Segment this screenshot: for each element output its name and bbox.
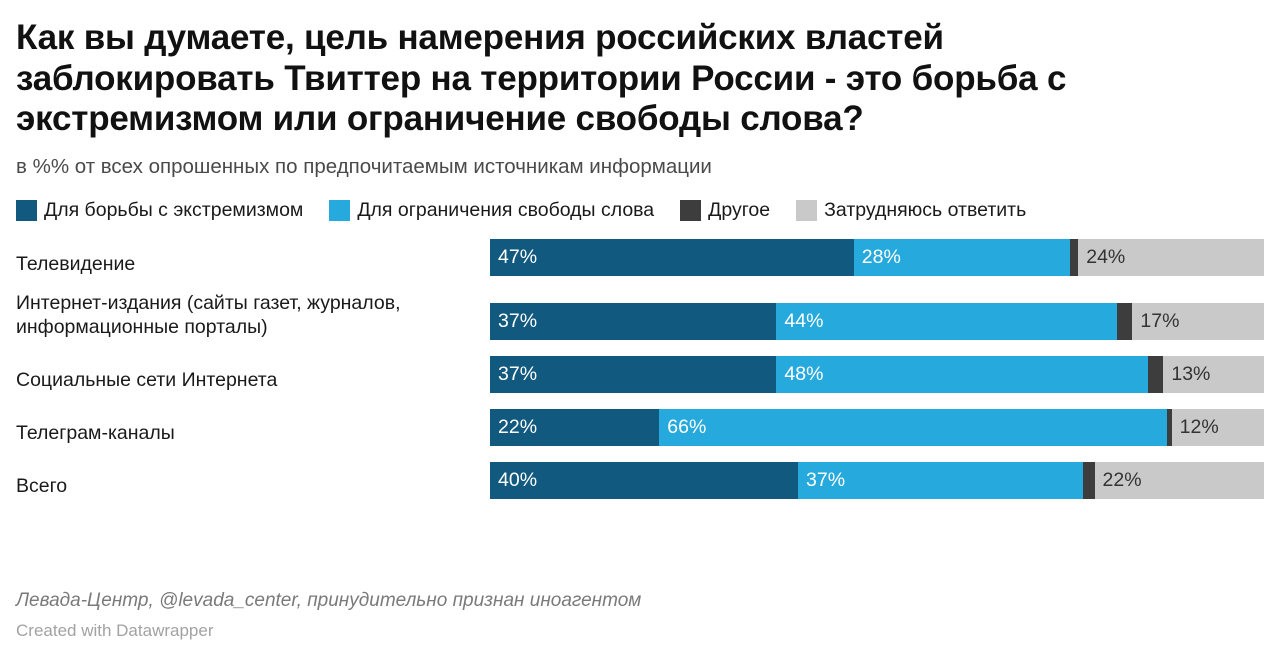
legend-item[interactable]: Для борьбы с экстремизмом [16, 199, 304, 222]
bar-segment-value: 28% [861, 246, 901, 269]
datawrapper-credit: Created with Datawrapper [16, 620, 214, 640]
bar-segment[interactable] [1116, 302, 1133, 340]
bar-segment-value: 13% [1171, 362, 1211, 385]
chart-plot-area: Телевидение 47% 28% 24% Интернет-издания (са… [16, 239, 1264, 499]
bar-track: 47% 28% 24% [490, 239, 1264, 277]
legend-item[interactable]: Для ограничения свободы слова [329, 199, 655, 222]
bar-segment[interactable] [1167, 408, 1172, 446]
bar-segment-value: 12% [1179, 415, 1219, 438]
bar-segment-value: 66% [667, 415, 707, 438]
bar-row: Всего 40% 37% 22% [16, 461, 1264, 499]
bar-segment-value: 40% [498, 468, 538, 491]
legend-swatch-icon [16, 200, 37, 222]
legend-swatch-icon [680, 200, 702, 222]
bar-segment-value: 24% [1086, 246, 1126, 269]
bar-segment[interactable] [1070, 239, 1079, 277]
bar-segment-value: 47% [498, 246, 538, 269]
bar-row: Телеграм-каналы 22% 66% 12% [16, 408, 1264, 446]
legend-item[interactable]: Другое [680, 199, 771, 222]
bar-segment[interactable] [1083, 461, 1095, 499]
source-note: Левада-Центр, @levada_center, принудител… [16, 589, 642, 611]
bar-segment-value: 37% [806, 468, 846, 491]
bar-segment[interactable]: 37% [798, 461, 1083, 499]
bar-row-label: Интернет-издания (сайты газет, журналов,… [16, 292, 401, 339]
bar-segment[interactable]: 44% [776, 302, 1117, 340]
legend-swatch-icon [329, 200, 351, 222]
legend-item-label: Для борьбы с экстремизмом [44, 199, 304, 222]
bar-segment-value: 48% [784, 362, 824, 385]
chart-legend: Для борьбы с экстремизмом Для ограничения… [16, 179, 1264, 222]
legend-item-label: Другое [708, 199, 771, 222]
bar-row: Интернет-издания (сайты газет, журналов,… [16, 292, 1264, 340]
bar-row-label: Телеграм-каналы [16, 422, 175, 445]
bar-segment[interactable] [1147, 355, 1164, 393]
legend-item-label: Затрудняюсь ответить [824, 199, 1027, 222]
bar-segment[interactable]: 66% [659, 408, 1168, 446]
bar-segment-value: 22% [1102, 468, 1142, 491]
bar-segment[interactable]: 13% [1163, 355, 1264, 393]
bar-row-label: Телевидение [16, 252, 136, 275]
bar-track: 37% 44% 17% [490, 302, 1264, 340]
bar-segment[interactable]: 28% [853, 239, 1071, 277]
bar-segment[interactable]: 40% [490, 461, 799, 499]
bar-track: 22% 66% 12% [490, 408, 1264, 446]
chart-title: Как вы думаете, цель намерения российски… [16, 18, 1067, 139]
chart-subtitle: в %% от всех опрошенных по предпочитаемы… [16, 154, 712, 178]
bar-segment[interactable]: 22% [1094, 461, 1264, 499]
bar-row-label: Всего [16, 475, 68, 498]
bar-row: Социальные сети Интернета 37% 48% 13% [16, 355, 1264, 393]
legend-item-label: Для ограничения свободы слова [357, 199, 655, 222]
bar-track: 40% 37% 22% [490, 461, 1264, 499]
bar-segment[interactable]: 37% [490, 355, 777, 393]
legend-item[interactable]: Затрудняюсь ответить [796, 199, 1027, 222]
bar-segment-value: 37% [498, 362, 538, 385]
bar-segment[interactable]: 47% [490, 239, 854, 277]
bar-segment-value: 44% [784, 309, 824, 332]
bar-segment[interactable]: 12% [1171, 408, 1264, 446]
chart-footer: Левада-Центр, @levada_center, принудител… [16, 590, 641, 641]
bar-segment[interactable]: 22% [490, 408, 660, 446]
bar-segment[interactable]: 17% [1132, 302, 1264, 340]
bar-row: Телевидение 47% 28% 24% [16, 239, 1264, 277]
bar-segment-value: 22% [498, 415, 538, 438]
bar-row-label: Социальные сети Интернета [16, 369, 278, 392]
bar-segment-value: 17% [1140, 309, 1180, 332]
bar-segment[interactable]: 37% [490, 302, 777, 340]
bar-segment[interactable]: 24% [1078, 239, 1264, 277]
bar-segment-value: 37% [498, 309, 538, 332]
legend-swatch-icon [796, 200, 818, 222]
bar-track: 37% 48% 13% [490, 355, 1264, 393]
bar-segment[interactable]: 48% [776, 355, 1148, 393]
